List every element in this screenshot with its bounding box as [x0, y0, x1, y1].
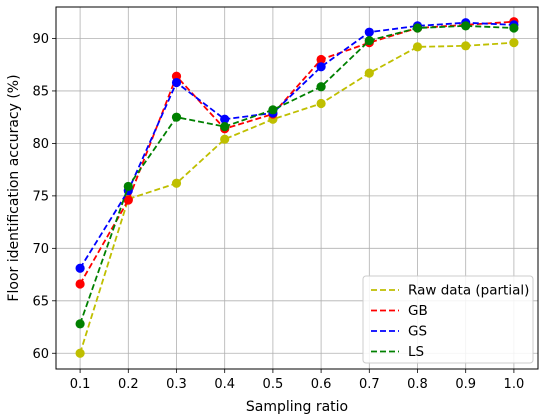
x-tick-label: 0.5 — [263, 377, 284, 392]
legend-label: LS — [408, 344, 424, 360]
data-point — [123, 181, 133, 192]
data-point — [316, 62, 326, 72]
data-point — [316, 82, 326, 92]
ticks: 0.1 0.2 0.3 0.4 0.5 0.6 0.7 0.8 0.9 1.0 60 65 70 75 80… — [32, 32, 524, 392]
legend-box — [362, 275, 534, 364]
y-tick-label: 80 — [32, 137, 49, 152]
data-point — [220, 114, 230, 124]
data-point — [364, 35, 374, 46]
x-tick-label: 0.6 — [311, 377, 332, 392]
plot-frame — [55, 6, 539, 370]
data-point — [509, 23, 519, 33]
x-tick-label: 0.3 — [166, 377, 187, 392]
data-point — [461, 21, 471, 31]
data-point — [220, 134, 230, 144]
x-tick-label: 0.2 — [118, 377, 139, 392]
data-point — [509, 38, 519, 48]
series-line — [79, 41, 514, 354]
y-tick-label: 70 — [32, 242, 49, 257]
data-point — [412, 42, 423, 52]
x-tick-label: 0.8 — [407, 377, 428, 392]
legend: Raw data (partial) GB GS LS — [362, 275, 534, 364]
data-point — [268, 105, 278, 115]
series-line — [79, 24, 514, 325]
legend-entry: GB — [371, 303, 428, 319]
y-tick-label: 75 — [32, 189, 49, 204]
data-point — [75, 263, 85, 273]
data-point — [171, 77, 182, 88]
y-axis-label: Floor identification accuracy (%) — [6, 74, 22, 301]
data-point — [412, 23, 423, 33]
data-point — [75, 319, 85, 329]
data-point — [171, 178, 182, 188]
legend-entry: LS — [371, 344, 424, 360]
data-point — [75, 279, 85, 289]
series-line — [79, 21, 514, 269]
y-tick-label: 60 — [32, 347, 49, 362]
data-point — [75, 348, 85, 358]
data-point — [316, 98, 326, 109]
data-point — [364, 68, 374, 78]
x-tick-label: 1.0 — [504, 377, 525, 392]
data-point — [364, 27, 374, 37]
series-layer — [75, 17, 519, 358]
y-tick-label: 90 — [32, 32, 49, 47]
data-point — [316, 54, 326, 65]
legend-label: GB — [408, 303, 428, 319]
data-point — [123, 195, 133, 205]
data-point — [220, 122, 230, 132]
y-tick-label: 85 — [32, 84, 49, 99]
data-point — [171, 112, 182, 122]
legend-entry: Raw data (partial) — [371, 283, 529, 299]
series-4 — [75, 21, 519, 329]
legend-entry: GS — [371, 324, 427, 340]
x-tick-label: 0.9 — [455, 377, 476, 392]
data-point — [461, 41, 471, 51]
data-point — [171, 71, 182, 81]
x-tick-label: 0.1 — [70, 377, 91, 392]
legend-label: Raw data (partial) — [408, 283, 529, 299]
x-tick-label: 0.7 — [359, 377, 380, 392]
x-axis-label: Sampling ratio — [246, 399, 348, 415]
legend-label: GS — [408, 324, 427, 340]
y-tick-label: 65 — [32, 294, 49, 309]
x-tick-label: 0.4 — [214, 377, 235, 392]
